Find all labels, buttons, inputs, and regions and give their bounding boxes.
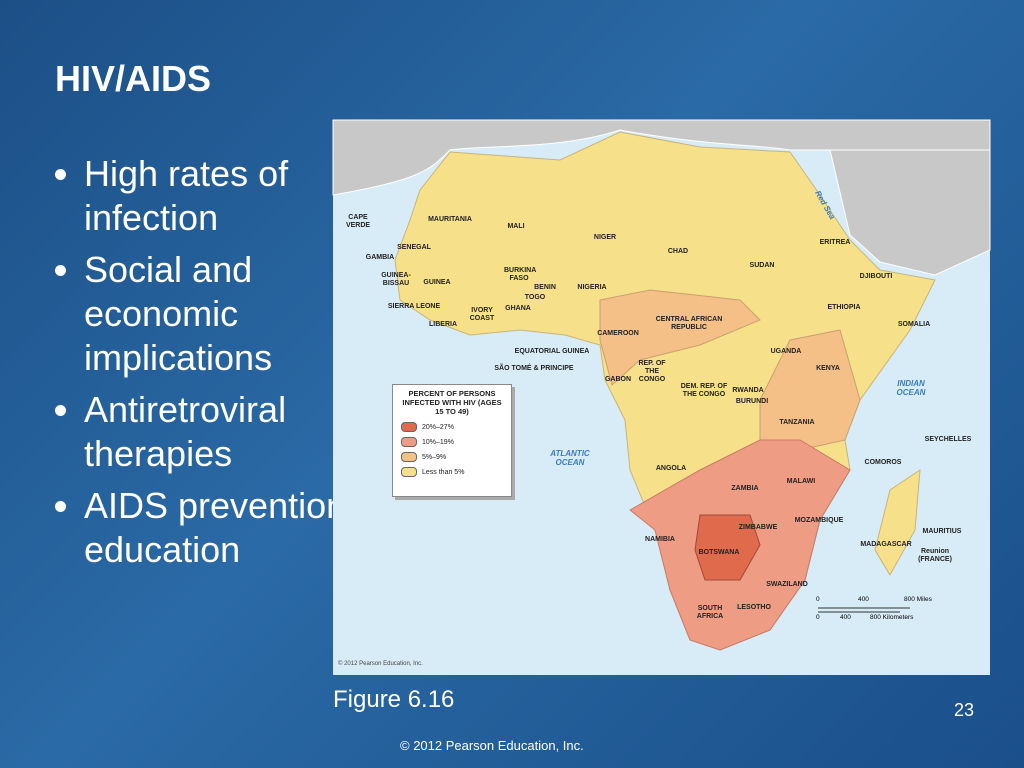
- country-label: ETHIOPIA: [827, 304, 861, 311]
- country-label: SEYCHELLES: [924, 436, 972, 443]
- country-label: BENIN: [534, 284, 556, 291]
- country-label: NIGER: [593, 234, 617, 241]
- country-label: SUDAN: [749, 262, 775, 269]
- arabia: [829, 149, 991, 276]
- legend-label: 10%–19%: [422, 438, 454, 446]
- country-label: EQUATORIAL GUINEA: [514, 348, 590, 355]
- caption: Figure 6.16: [333, 686, 455, 713]
- legend-label: 20%–27%: [422, 423, 454, 431]
- legend-item: Less than 5%: [393, 465, 511, 480]
- country-label: CENTRAL AFRICAN REPUBLIC: [655, 316, 723, 331]
- country-label: SOUTH AFRICA: [696, 605, 724, 620]
- country-label: KENYA: [816, 365, 840, 372]
- madagascar: [874, 469, 921, 576]
- country-label: SENEGAL: [397, 244, 431, 251]
- legend-label: 5%–9%: [422, 453, 447, 461]
- legend-label: Less than 5%: [422, 468, 465, 476]
- bullet-list: High rates of infection Social and econo…: [40, 152, 354, 580]
- country-label: NAMIBIA: [645, 536, 675, 543]
- region-orange: [599, 289, 761, 386]
- scale-label: 0: [816, 614, 820, 621]
- footer: © 2012 Pearson Education, Inc.: [400, 738, 584, 753]
- legend: PERCENT OF PERSONS INFECTED WITH HIV (AG…: [392, 384, 512, 497]
- country-label: ANGOLA: [655, 465, 687, 472]
- country-label: RWANDA: [732, 387, 764, 394]
- country-label: CHAD: [667, 248, 689, 255]
- country-label: SOMALIA: [897, 321, 931, 328]
- scale-label: 800 Kilometers: [870, 614, 914, 621]
- country-label: MAURITANIA: [428, 216, 472, 223]
- country-label: IVORY COAST: [469, 307, 495, 322]
- legend-item: 20%–27%: [393, 420, 511, 435]
- legend-item: 5%–9%: [393, 450, 511, 465]
- scale-label: 800 Miles: [904, 596, 932, 603]
- bullet: High rates of infection: [84, 152, 354, 240]
- country-label: MALI: [507, 223, 525, 230]
- country-label: DJIBOUTI: [859, 273, 893, 280]
- country-label: NIGERIA: [577, 284, 607, 291]
- region-orange: [759, 329, 861, 451]
- country-label: UGANDA: [770, 348, 802, 355]
- map-credit: © 2012 Pearson Education, Inc.: [338, 661, 423, 667]
- legend-item: 10%–19%: [393, 435, 511, 450]
- country-label: TOGO: [524, 294, 546, 301]
- country-label: GHANA: [505, 305, 531, 312]
- country-label: ZAMBIA: [731, 485, 759, 492]
- scale-label: 400: [858, 596, 869, 603]
- country-label: LESOTHO: [737, 604, 771, 611]
- country-label: MOZAMBIQUE: [794, 517, 844, 524]
- legend-swatch: [401, 467, 417, 477]
- bullet: AIDS prevention education: [84, 484, 354, 572]
- country-label: ERITREA: [819, 239, 851, 246]
- country-label: GUINEA-BISSAU: [381, 272, 411, 287]
- scale-label: 0: [816, 596, 820, 603]
- water-label: INDIAN OCEAN: [896, 379, 926, 397]
- country-label: BOTSWANA: [698, 549, 740, 556]
- country-label: CAMEROON: [597, 330, 639, 337]
- country-label: ZIMBABWE: [738, 524, 778, 531]
- water-label: ATLANTIC OCEAN: [550, 449, 590, 467]
- region-red: [694, 514, 761, 581]
- country-label: SÃO TOMÉ & PRINCIPE: [494, 365, 574, 372]
- country-label: BURKINA FASO: [504, 267, 537, 282]
- country-label: BURUNDI: [735, 398, 769, 405]
- country-label: Reunion (FRANCE): [918, 548, 952, 563]
- legend-swatch: [401, 437, 417, 447]
- country-label: TANZANIA: [779, 419, 815, 426]
- country-label: GABON: [604, 376, 632, 383]
- bullet: Social and economic implications: [84, 248, 354, 380]
- country-label: DEM. REP. OF THE CONGO: [680, 383, 728, 398]
- legend-items: 20%–27% 10%–19% 5%–9% Less than 5%: [393, 420, 511, 480]
- country-label: GAMBIA: [365, 254, 395, 261]
- legend-swatch: [401, 452, 417, 462]
- scale-label: 400: [840, 614, 851, 621]
- legend-swatch: [401, 422, 417, 432]
- scale-bar: [818, 607, 910, 613]
- country-label: REP. OF THE CONGO: [638, 360, 666, 383]
- slide-title: HIV/AIDS: [55, 58, 212, 99]
- page-number: 23: [954, 700, 975, 720]
- country-label: CAPE VERDE: [345, 214, 371, 229]
- country-label: SWAZILAND: [766, 581, 808, 588]
- country-label: LIBERIA: [429, 321, 457, 328]
- country-label: MADAGASCAR: [860, 541, 912, 548]
- bullet: Antiretroviral therapies: [84, 388, 354, 476]
- country-label: GUINEA: [423, 279, 451, 286]
- country-label: COMOROS: [864, 459, 902, 466]
- country-label: SIERRA LEONE: [387, 303, 441, 310]
- country-label: MAURITIUS: [922, 528, 962, 535]
- country-label: MALAWI: [786, 478, 816, 485]
- legend-title: PERCENT OF PERSONS INFECTED WITH HIV (AG…: [402, 389, 502, 416]
